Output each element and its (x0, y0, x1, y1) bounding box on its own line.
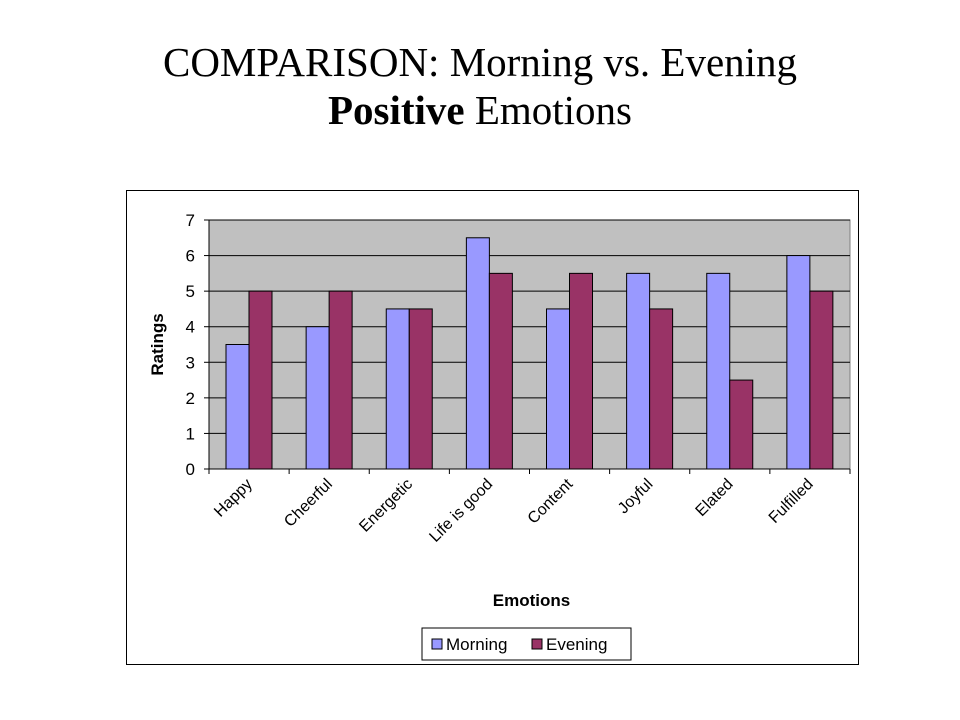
legend-swatch-morning (431, 638, 443, 650)
y-axis-ticks: 0 1 2 3 4 5 6 7 (186, 211, 209, 479)
x-tick-label: Content (525, 475, 577, 527)
legend-label-morning: Morning (446, 635, 507, 654)
bar-chart: 0 1 2 3 4 5 6 7 Happy Cheerful Energetic Life is g… (148, 211, 851, 661)
legend-label-evening: Evening (546, 635, 607, 654)
x-tick-label: Energetic (356, 476, 416, 536)
x-axis-label: Emotions (493, 591, 570, 610)
bar-morning-cheerful (305, 326, 330, 470)
bar-morning-joyful (626, 272, 651, 470)
bar-morning-elated (706, 272, 731, 470)
y-tick-label: 3 (186, 353, 195, 372)
y-tick-label: 0 (186, 460, 195, 479)
bar-morning-content (546, 308, 570, 470)
x-tick-label: Elated (693, 476, 737, 520)
legend-swatch-evening (531, 638, 543, 650)
bar-evening-happy (248, 290, 273, 470)
slide-title: COMPARISON: Morning vs. Evening Positive… (0, 38, 960, 134)
y-axis-label: Ratings (148, 313, 167, 375)
bar-evening-joyful (649, 308, 674, 470)
y-tick-label: 6 (186, 247, 195, 266)
title-line-2: Positive Emotions (0, 86, 960, 134)
y-tick-label: 4 (186, 318, 195, 337)
x-tick-label: Life is good (426, 476, 496, 546)
bar-evening-cheerful (328, 290, 353, 470)
bar-evening-elated (729, 379, 754, 470)
plot-area (208, 219, 851, 470)
bar-morning-energetic (385, 308, 410, 470)
y-tick-label: 5 (186, 282, 195, 301)
y-tick-label: 7 (186, 211, 195, 230)
x-axis-ticks: Happy Cheerful Energetic Life is good Conten… (208, 469, 851, 546)
bars (225, 237, 834, 470)
legend: Morning Evening (421, 627, 632, 661)
bar-evening-life-is-good (488, 272, 513, 470)
x-tick-label: Cheerful (281, 476, 336, 531)
bar-evening-fulfilled (809, 290, 834, 470)
y-tick-label: 1 (186, 424, 195, 443)
y-tick-label: 2 (186, 389, 195, 408)
title-line-2-rest: Emotions (464, 87, 633, 133)
chart-frame: 0 1 2 3 4 5 6 7 Happy Cheerful Energetic Life is g… (126, 190, 859, 665)
x-tick-label: Joyful (615, 476, 657, 518)
x-tick-label: Happy (211, 476, 256, 521)
title-line-1: COMPARISON: Morning vs. Evening (162, 39, 798, 85)
legend-box (421, 627, 632, 661)
title-emphasis: Positive (327, 87, 465, 133)
bar-morning-fulfilled (786, 255, 811, 470)
bar-morning-happy (225, 344, 250, 470)
plot-background (208, 219, 851, 470)
bar-morning-life-is-good (465, 237, 490, 470)
x-tick-label: Fulfilled (766, 476, 817, 527)
bar-evening-energetic (408, 308, 433, 470)
bar-evening-content (569, 272, 593, 470)
